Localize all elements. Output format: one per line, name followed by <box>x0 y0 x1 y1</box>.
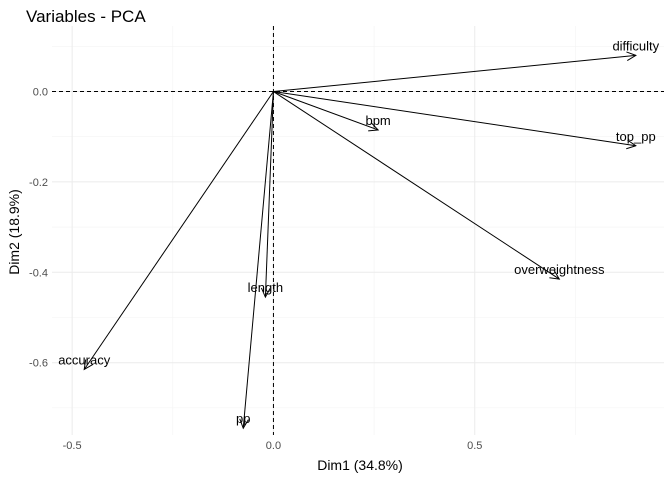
arrow-accuracy <box>83 91 274 371</box>
variable-arrows <box>83 51 637 430</box>
x-tick-label: 0.5 <box>467 440 482 452</box>
x-axis-label: Dim1 (34.8%) <box>317 457 403 473</box>
y-tick-label: -0.2 <box>29 177 48 189</box>
arrow-length <box>260 91 274 299</box>
label-pp: pp <box>236 411 250 426</box>
variable-labels: difficulty top_pp bpm overweightness length a… <box>58 38 659 426</box>
arrow-pp <box>239 91 274 430</box>
reference-lines <box>52 26 664 435</box>
x-tick-label: -0.5 <box>63 440 82 452</box>
label-overweightness: overweightness <box>514 262 605 277</box>
label-top-pp: top_pp <box>616 129 656 144</box>
arrow-overweightness <box>273 91 561 280</box>
arrow-top-pp <box>273 91 637 150</box>
y-tick-label: 0.0 <box>33 87 48 99</box>
minor-gridlines <box>52 26 664 435</box>
chart-title: Variables - PCA <box>26 7 146 26</box>
major-gridlines <box>52 26 664 435</box>
y-tick-label: -0.4 <box>29 267 48 279</box>
x-tick-label: 0.0 <box>266 440 281 452</box>
y-axis-label: Dim2 (18.9%) <box>6 189 22 275</box>
label-accuracy: accuracy <box>58 352 111 367</box>
x-tick-labels: -0.5 0.0 0.5 <box>63 440 483 452</box>
label-bpm: bpm <box>365 113 390 128</box>
arrow-bpm <box>273 91 380 132</box>
label-difficulty: difficulty <box>612 38 659 53</box>
label-length: length <box>248 280 283 295</box>
y-tick-labels: 0.0 -0.2 -0.4 -0.6 <box>29 87 48 370</box>
arrow-difficulty <box>273 51 637 93</box>
y-tick-label: -0.6 <box>29 358 48 370</box>
